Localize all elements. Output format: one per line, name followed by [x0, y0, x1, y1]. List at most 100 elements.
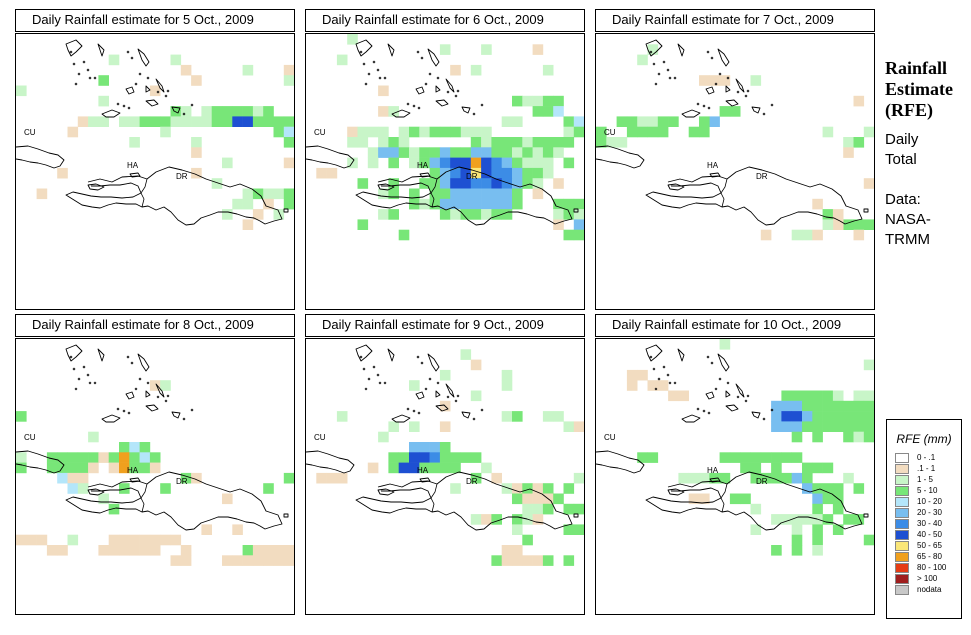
rainfall-cell [802, 462, 813, 474]
rainfall-cell [573, 209, 584, 220]
rainfall-cell [139, 534, 151, 546]
islet [770, 103, 774, 107]
map-panel: Daily Rainfall estimate for 9 Oct., 2009… [305, 314, 585, 615]
rainfall-cell [822, 493, 834, 505]
haiti-dr-border [140, 178, 148, 208]
rainfall-cell [470, 137, 482, 148]
rainfall-cell [573, 198, 584, 210]
rainfall-cell [439, 178, 451, 189]
rainfall-cell [409, 442, 420, 453]
rainfall-cell [191, 167, 202, 179]
rainfall-cell [542, 147, 554, 158]
islet [164, 399, 168, 403]
rainfall-cell [129, 545, 140, 556]
rainfall-cell [119, 483, 130, 494]
rainfall-cell [542, 167, 554, 179]
rainfall-cell [88, 462, 99, 474]
rainfall-cell [316, 472, 327, 484]
rainfall-cell [273, 555, 285, 566]
legend-item: 10 - 20 [887, 497, 961, 508]
rainfall-cell [512, 188, 523, 200]
islet [420, 56, 424, 60]
rainfall-cell [832, 524, 844, 535]
rainfall-cell [542, 555, 554, 566]
rainfall-cell [637, 54, 648, 66]
rainfall-cell [760, 229, 772, 241]
rainfall-cell [149, 85, 161, 97]
rainfall-cell [853, 390, 865, 402]
coastline-andros [65, 344, 83, 362]
country-label-dominican-republic: DR [756, 172, 768, 181]
islet [718, 377, 722, 381]
rainfall-cell [180, 555, 192, 566]
rfe-legend: RFE (mm) 0 - .1 .1 - 1 1 - 5 5 - 10 10 - 20 2… [886, 419, 962, 619]
rainfall-cell [822, 411, 834, 422]
rainfall-cell [791, 524, 803, 535]
islet [127, 106, 131, 110]
legend-label: 20 - 30 [917, 508, 942, 517]
rainfall-cell [160, 534, 171, 546]
coastline-saona [863, 513, 869, 518]
rainfall-cell [853, 431, 865, 443]
rainfall-cell [553, 219, 564, 230]
islet [127, 411, 131, 415]
rainfall-cell [781, 514, 792, 525]
rainfall-cell [750, 503, 762, 515]
rainfall-cell [470, 209, 482, 220]
islet [657, 72, 661, 76]
islet [126, 50, 130, 54]
rainfall-cell [626, 369, 638, 381]
rainfall-cell [512, 493, 523, 505]
rainfall-cell [822, 390, 834, 402]
coastline-cuba [16, 450, 65, 474]
islet [416, 50, 420, 54]
islet [156, 90, 160, 94]
rainfall-cell [139, 462, 151, 474]
rainfall-cell [832, 483, 844, 494]
rainfall-cell [491, 167, 502, 179]
rainfall-cell [46, 452, 58, 463]
legend-item: 65 - 80 [887, 552, 961, 563]
legend-swatch [895, 530, 909, 540]
rainfall-cell [460, 147, 472, 158]
rainfall-cell [812, 493, 823, 505]
coastline-mayag [725, 85, 731, 93]
rainfall-cell [283, 157, 294, 169]
rainfall-cell [283, 75, 294, 86]
rainfall-cell [573, 116, 584, 127]
rainfall-map: CU HA DR [305, 338, 585, 615]
rainfall-cell [501, 555, 513, 566]
rainfall-cell [409, 188, 420, 200]
rainfall-cell [563, 157, 575, 169]
islet [367, 377, 371, 381]
islet [480, 103, 484, 107]
rainfall-cell [201, 116, 212, 127]
rainfall-cell [512, 545, 523, 556]
rainfall-cell [191, 147, 202, 158]
islet [364, 82, 368, 86]
rainfall-cell [750, 472, 762, 484]
rainfall-cell [501, 380, 513, 391]
coastline-inagua [391, 109, 411, 118]
rainfall-cell [501, 178, 513, 189]
coastline-eleuthera [97, 348, 105, 362]
haiti-dr-border [430, 483, 438, 513]
rainfall-cell [378, 209, 389, 220]
rainfall-map: CU HA DR [15, 33, 295, 310]
rainfall-cell [429, 198, 441, 210]
coastline-saona [863, 208, 869, 213]
islet [164, 94, 168, 98]
legend-label: 10 - 20 [917, 497, 942, 506]
legend-swatch [895, 541, 909, 551]
islet [156, 395, 160, 399]
rainfall-cell [367, 126, 379, 138]
islet [378, 381, 382, 385]
rainfall-cell [699, 116, 710, 127]
islet [72, 367, 76, 371]
rainfall-cell [863, 126, 874, 138]
coastline-acklins [725, 404, 739, 412]
rainfall-cell [77, 483, 89, 494]
rainfall-cell [283, 555, 294, 566]
rainfall-cell [357, 126, 369, 138]
coastline-exuma1 [717, 48, 730, 67]
